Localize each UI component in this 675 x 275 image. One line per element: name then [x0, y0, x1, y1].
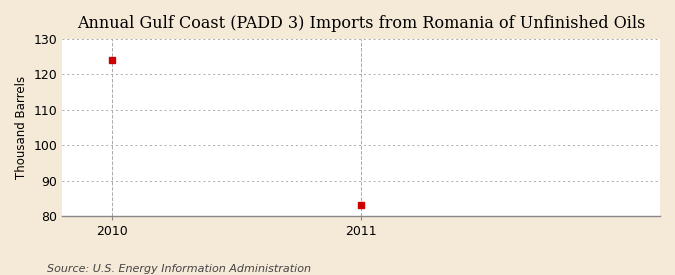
Title: Annual Gulf Coast (PADD 3) Imports from Romania of Unfinished Oils: Annual Gulf Coast (PADD 3) Imports from … — [77, 15, 645, 32]
Text: Source: U.S. Energy Information Administration: Source: U.S. Energy Information Administ… — [47, 264, 311, 274]
Y-axis label: Thousand Barrels: Thousand Barrels — [15, 76, 28, 179]
